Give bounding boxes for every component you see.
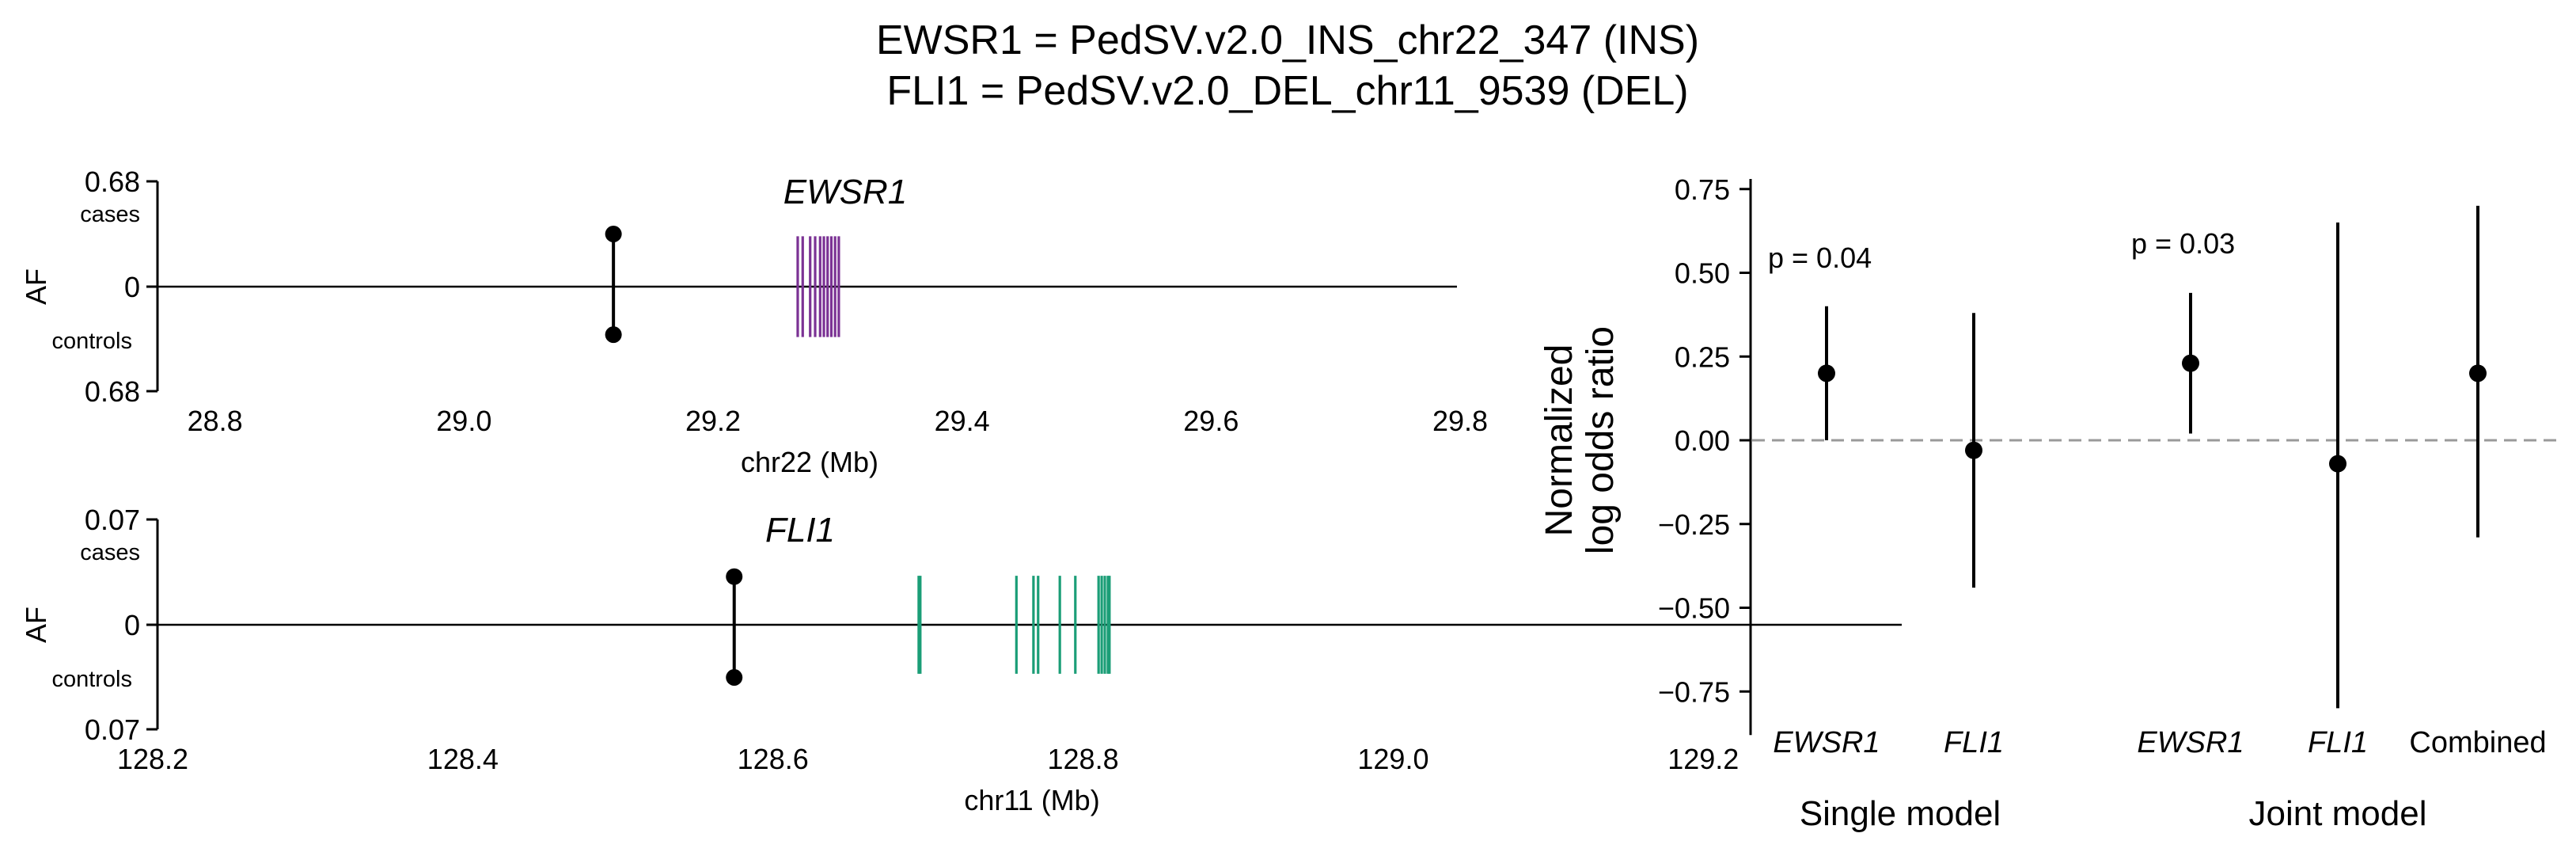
lor-estimate-point: [2469, 364, 2487, 382]
fli1-x-tick-label-3: 128.8: [1048, 743, 1119, 775]
fli1-x-axis-label: chr11 (Mb): [964, 784, 1099, 816]
ewsr1-x-tick-label-3: 29.4: [935, 405, 990, 437]
fli1-x-tick-label-5: 129.2: [1667, 743, 1739, 775]
ewsr1-x-axis-label: chr22 (Mb): [741, 446, 878, 478]
fli1-y-tick-label-top: 0.07: [85, 504, 140, 536]
ewsr1-variant-case-point: [605, 226, 622, 242]
fli1-variant-case-point: [726, 568, 743, 585]
lor-y-tick-label: −0.50: [1658, 592, 1730, 625]
lor-p-value-annotation: p = 0.03: [2131, 227, 2235, 260]
lor-estimate-point: [2182, 354, 2199, 372]
ewsr1-y-tick-label-middle: 0: [124, 271, 140, 303]
lor-y-tick-label: 0.75: [1675, 173, 1730, 206]
figure-title-line-2: FLI1 = PedSV.v2.0_DEL_chr11_9539 (DEL): [886, 68, 1688, 114]
fli1-x-tick-label-0: 128.2: [117, 743, 188, 775]
lor-estimate-point: [1965, 441, 1982, 459]
ewsr1-variant-control-point: [605, 326, 622, 344]
fli1-variant-control-point: [726, 669, 743, 686]
fli1-locus-panel: 0.07 0 0.07 cases controls AF 128.2 128.4 128.6 1…: [20, 504, 1902, 816]
ewsr1-y-sublabel-controls: controls: [51, 329, 132, 354]
ewsr1-x-tick-label-4: 29.6: [1183, 405, 1239, 437]
ewsr1-y-sublabel-cases: cases: [80, 202, 140, 227]
lor-y-tick-label: 0.25: [1675, 340, 1730, 373]
ewsr1-x-tick-label-2: 29.2: [685, 405, 741, 437]
ewsr1-x-tick-label-1: 29.0: [436, 405, 491, 437]
lor-y-tick-label: −0.25: [1658, 508, 1730, 541]
lor-category-label: EWSR1: [1773, 726, 1880, 759]
lor-y-tick-label: −0.75: [1658, 675, 1730, 708]
ewsr1-y-tick-label-top: 0.68: [85, 165, 140, 198]
lor-category-label: Combined: [2409, 726, 2546, 759]
ewsr1-x-tick-label-0: 28.8: [188, 405, 243, 437]
ewsr1-locus-panel: 0.68 0 0.68 cases controls AF 28.8 29.0 29.2 29.4…: [20, 165, 1488, 478]
fli1-y-axis-label: AF: [20, 607, 52, 643]
lor-p-value-annotation: p = 0.04: [1768, 242, 1872, 274]
ewsr1-y-tick-label-bottom: 0.68: [85, 375, 140, 408]
lor-y-axis-label-line-2: log odds ratio: [1580, 326, 1622, 554]
lor-category-label: FLI1: [1944, 726, 2004, 759]
lor-group-label: Single model: [1800, 794, 2001, 833]
figure-title-line-1: EWSR1 = PedSV.v2.0_INS_chr22_347 (INS): [876, 17, 1699, 63]
ewsr1-gene-title: EWSR1: [783, 173, 907, 211]
lor-group-label: Joint model: [2248, 794, 2426, 833]
ewsr1-x-tick-label-5: 29.8: [1432, 405, 1488, 437]
fli1-x-tick-label-4: 129.0: [1357, 743, 1428, 775]
lor-y-tick-label: 0.50: [1675, 257, 1730, 290]
fli1-y-tick-label-middle: 0: [124, 609, 140, 641]
fli1-y-sublabel-cases: cases: [80, 540, 140, 565]
lor-y-tick-label: 0.00: [1675, 424, 1730, 457]
fli1-x-tick-label-2: 128.6: [738, 743, 809, 775]
lor-y-axis-label-line-1: Normalized: [1538, 344, 1580, 537]
lor-estimate-point: [2329, 455, 2346, 473]
lor-category-label: FLI1: [2308, 726, 2368, 759]
lor-estimate-point: [1818, 364, 1835, 382]
lor-category-label: EWSR1: [2137, 726, 2244, 759]
fli1-x-tick-label-1: 128.4: [427, 743, 499, 775]
fli1-y-sublabel-controls: controls: [51, 667, 132, 692]
fli1-y-tick-label-bottom: 0.07: [85, 713, 140, 746]
fli1-gene-title: FLI1: [765, 511, 835, 550]
log-odds-ratio-panel: 0.75 0.50 0.25 0.00 −0.25 −0.50 −0.75 Normalize…: [1538, 173, 2558, 833]
lor-y-axis-label: Normalizedlog odds ratio: [1538, 326, 1622, 554]
ewsr1-y-axis-label: AF: [20, 268, 52, 305]
